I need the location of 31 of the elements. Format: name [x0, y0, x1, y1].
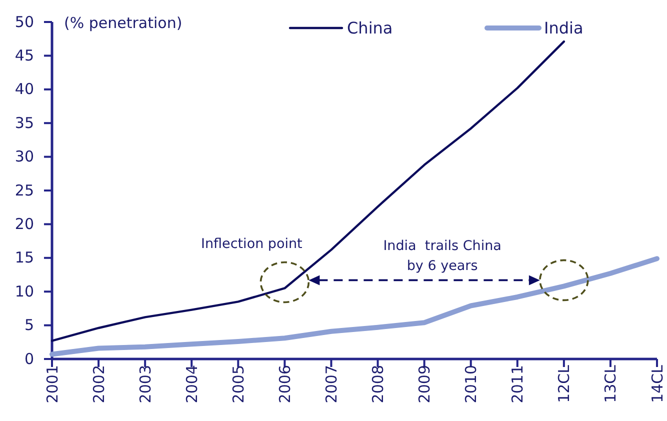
x-tick-label: 2011	[508, 365, 527, 404]
line-series	[50, 40, 566, 342]
y-tick-label: 10	[14, 282, 34, 300]
y-tick-label: 15	[14, 248, 34, 267]
y-tick-label: 5	[24, 316, 34, 334]
x-tick-label: 12CL	[555, 364, 574, 403]
annotation: Inflection point	[201, 236, 302, 252]
y-tick-label: 35	[14, 114, 34, 132]
x-tick-label: 14CL	[648, 364, 666, 403]
x-tick-label: 2003	[136, 365, 154, 404]
x-tick-label: 2008	[369, 365, 388, 404]
y-tick-label: 50	[14, 12, 34, 31]
y-tick-label: 25	[14, 181, 34, 200]
x-tick-label: 2005	[229, 365, 248, 404]
y-tick-label: 0	[24, 350, 34, 368]
y-axis-title: (% penetration)	[64, 14, 182, 32]
legend-label: India	[544, 18, 584, 38]
x-tick-label: 2009	[416, 365, 434, 404]
x-tick-label: 2001	[43, 365, 62, 404]
y-tick-label: 20	[14, 215, 34, 233]
x-tick-label: 13CL	[602, 364, 620, 403]
x-tick-label: 2006	[276, 365, 294, 404]
x-tick-label: 2007	[322, 365, 340, 404]
y-tick-label: 45	[14, 46, 34, 64]
x-tick-label: 2002	[90, 365, 108, 404]
x-tick-label: 2004	[182, 365, 201, 404]
annotation: India trails China by 6 years	[383, 238, 502, 274]
y-tick-label: 30	[14, 148, 34, 166]
x-tick-label: 2010	[462, 365, 480, 404]
legend-label: China	[347, 18, 393, 38]
y-tick-label: 40	[14, 80, 34, 98]
